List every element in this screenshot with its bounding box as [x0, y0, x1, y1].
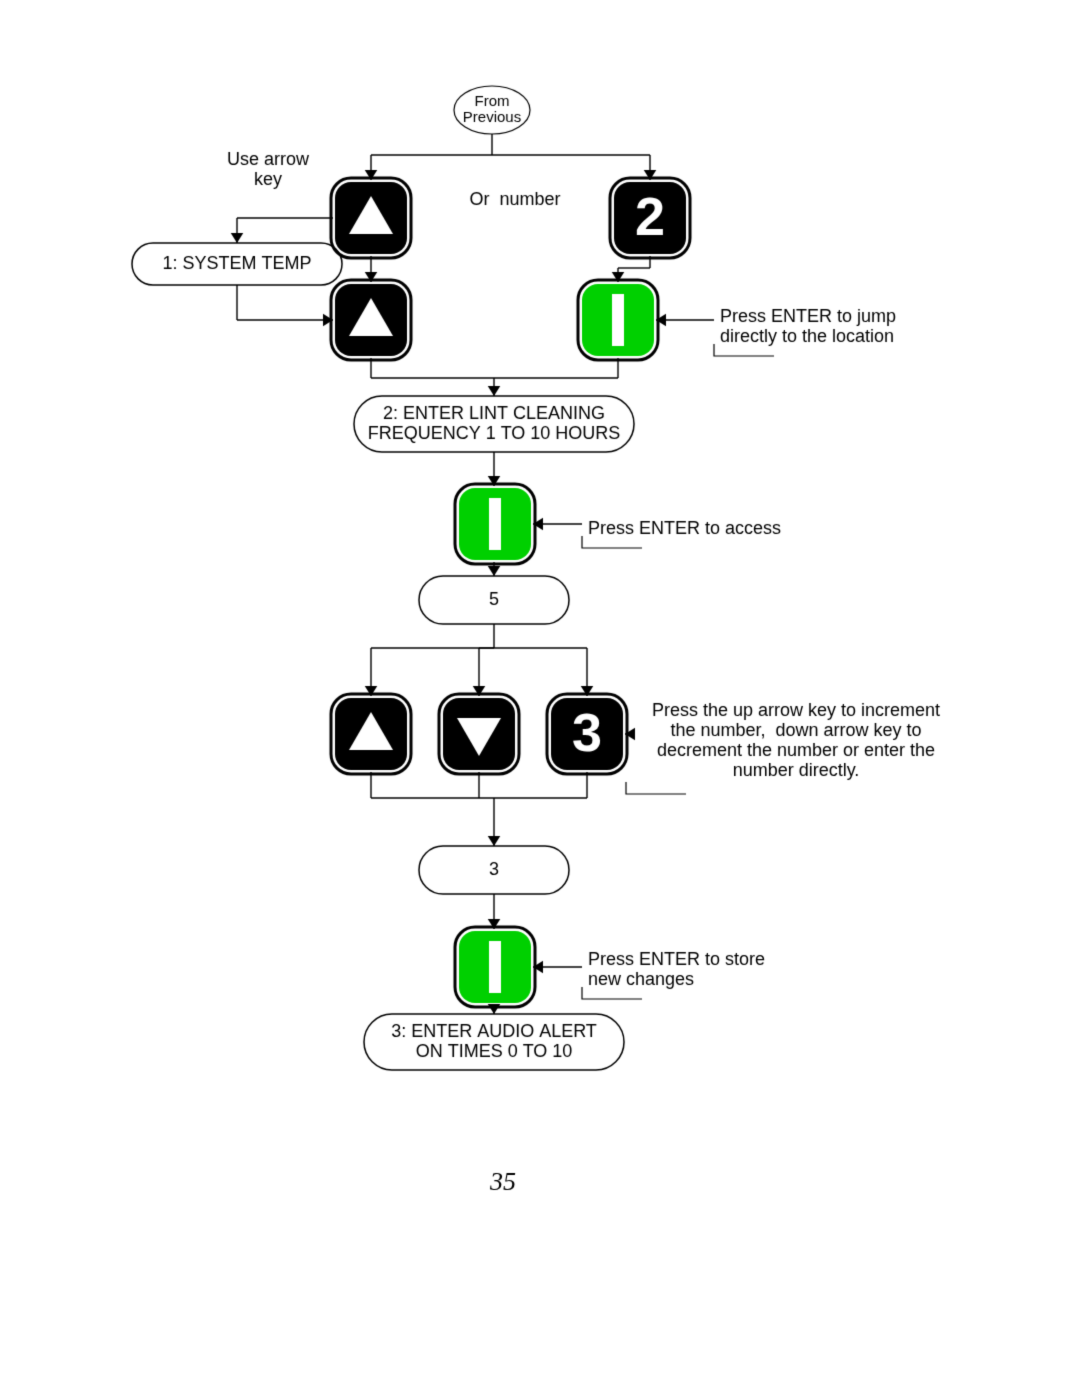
flowchart-canvas — [0, 0, 1080, 1397]
